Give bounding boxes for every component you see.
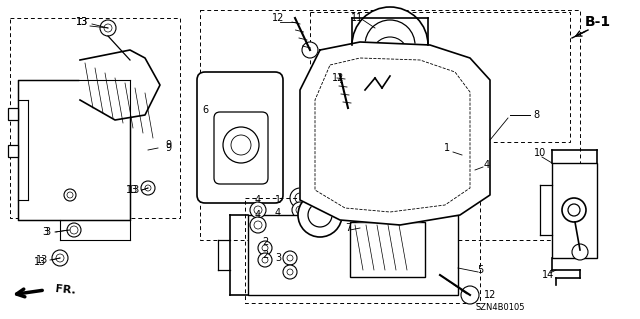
Circle shape (467, 162, 483, 178)
Circle shape (332, 197, 388, 253)
Bar (10, 18, 180, 218)
Circle shape (562, 198, 586, 222)
Polygon shape (300, 42, 490, 225)
Bar (248, 215, 458, 295)
Circle shape (568, 204, 580, 216)
Text: 8: 8 (533, 110, 539, 120)
Text: 7: 7 (345, 223, 351, 233)
Circle shape (231, 135, 251, 155)
Circle shape (287, 255, 293, 261)
Text: 4: 4 (255, 210, 261, 220)
Circle shape (67, 223, 81, 237)
Text: 3: 3 (275, 253, 281, 263)
Text: 13: 13 (76, 17, 88, 27)
Text: 12: 12 (484, 290, 496, 300)
FancyBboxPatch shape (214, 112, 268, 184)
Circle shape (308, 203, 332, 227)
Text: FR.: FR. (55, 284, 76, 296)
Circle shape (283, 251, 297, 265)
Bar (18, 80, 130, 220)
Circle shape (296, 206, 304, 214)
Circle shape (250, 217, 266, 233)
Text: 10: 10 (534, 148, 546, 158)
Text: 14: 14 (542, 270, 554, 280)
Text: 4: 4 (484, 160, 490, 170)
Circle shape (223, 127, 259, 163)
Text: 6: 6 (202, 105, 208, 115)
Circle shape (141, 181, 155, 195)
Circle shape (365, 20, 415, 70)
Text: 2: 2 (262, 237, 268, 247)
Bar (8, 145, 18, 157)
Circle shape (572, 244, 588, 260)
Circle shape (64, 189, 76, 201)
Circle shape (287, 269, 293, 275)
Text: 12: 12 (272, 13, 284, 23)
Circle shape (258, 253, 272, 267)
Text: 13: 13 (76, 17, 88, 27)
Text: SZN4B0105: SZN4B0105 (476, 303, 525, 313)
Text: 12: 12 (332, 73, 344, 83)
Text: 3: 3 (44, 227, 50, 237)
Text: 3: 3 (42, 227, 48, 237)
Text: 13: 13 (128, 185, 140, 195)
Bar (200, 10, 580, 240)
Circle shape (352, 7, 428, 83)
Bar (245, 198, 480, 303)
Circle shape (295, 193, 305, 203)
Circle shape (372, 37, 408, 73)
Circle shape (283, 265, 297, 279)
Text: 13: 13 (126, 185, 138, 195)
Circle shape (461, 286, 479, 304)
Text: 1: 1 (444, 143, 450, 153)
Polygon shape (80, 50, 160, 120)
Text: 4: 4 (255, 195, 261, 205)
Circle shape (302, 42, 318, 58)
Text: 1: 1 (275, 195, 281, 205)
Text: 13: 13 (36, 255, 48, 265)
Circle shape (460, 145, 480, 165)
Bar (350, 222, 425, 277)
Text: 11: 11 (351, 13, 363, 23)
Text: 13: 13 (34, 257, 46, 267)
Circle shape (290, 188, 310, 208)
Circle shape (56, 254, 64, 262)
Circle shape (465, 150, 475, 160)
Text: 5: 5 (477, 265, 483, 275)
Circle shape (258, 241, 272, 255)
Text: 2: 2 (262, 250, 268, 260)
Circle shape (375, 85, 391, 101)
FancyBboxPatch shape (197, 72, 283, 203)
Circle shape (100, 20, 116, 36)
Bar (310, 12, 570, 142)
Circle shape (254, 221, 262, 229)
Circle shape (250, 202, 266, 218)
Circle shape (67, 192, 73, 198)
Bar (8, 108, 18, 120)
Circle shape (262, 257, 268, 263)
Circle shape (145, 185, 151, 191)
Circle shape (104, 24, 112, 32)
Text: 4: 4 (275, 208, 281, 218)
Circle shape (342, 207, 378, 243)
Circle shape (70, 226, 78, 234)
Circle shape (254, 206, 262, 214)
Circle shape (471, 166, 479, 174)
Circle shape (262, 245, 268, 251)
Text: B-1: B-1 (585, 15, 611, 29)
Circle shape (298, 193, 342, 237)
Circle shape (292, 202, 308, 218)
Text: 9: 9 (165, 140, 171, 150)
Text: 9: 9 (165, 143, 171, 153)
Circle shape (52, 250, 68, 266)
Circle shape (340, 100, 356, 116)
Bar (552, 163, 597, 258)
